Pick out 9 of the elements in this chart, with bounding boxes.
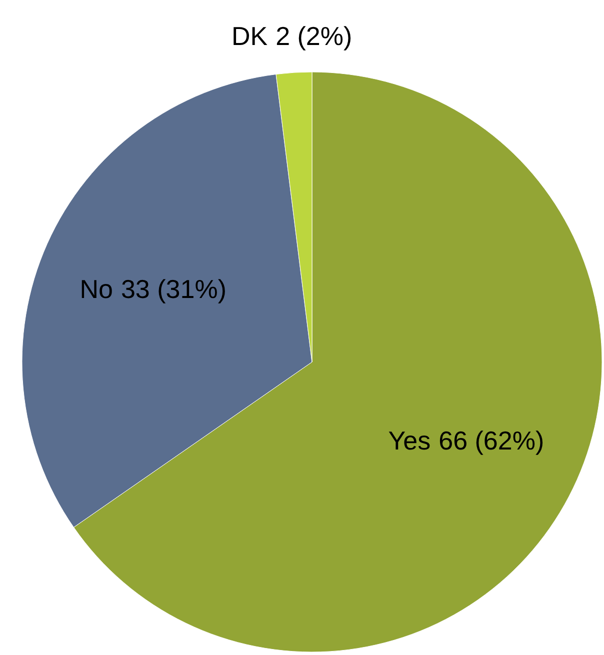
- data-label: 2: [276, 20, 290, 51]
- data-label: 33: [120, 274, 150, 304]
- text: (62%): [468, 426, 544, 456]
- slice-label: Yes: [388, 426, 431, 456]
- data-label: 66: [438, 426, 468, 456]
- text: (31%): [150, 274, 226, 304]
- text: (2%): [290, 20, 352, 51]
- slice-label: No: [80, 274, 113, 304]
- slice-label: DK: [231, 20, 268, 51]
